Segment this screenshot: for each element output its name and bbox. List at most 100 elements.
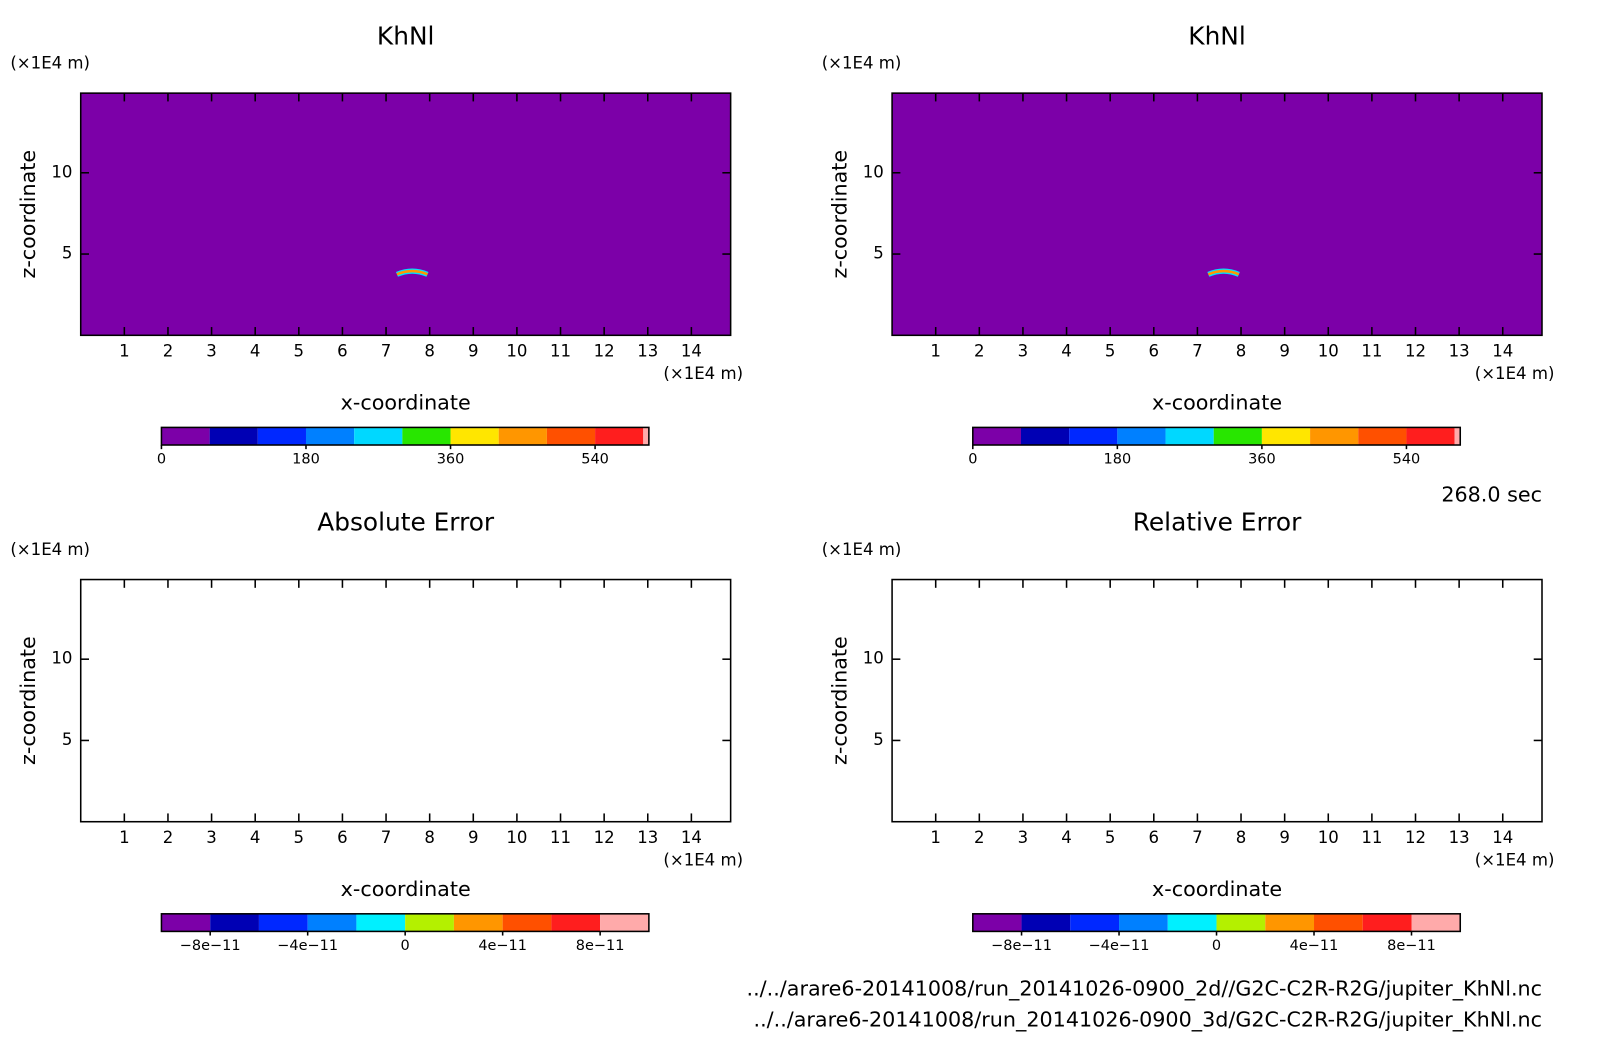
x-unit: (×1E4 m) [663,364,743,383]
colorbar-tick-label: −8e−11 [991,938,1052,954]
x-tick-label: 12 [594,828,615,847]
colorbar-segment [1020,427,1070,446]
colorbar-tick-label: −4e−11 [1089,938,1150,954]
x-tick-label: 5 [294,341,305,360]
x-tick-label: 3 [1018,341,1029,360]
y-axis-label: z-coordinate [827,636,851,765]
y-unit: (×1E4 m) [10,540,90,559]
colorbar-tick-label: 180 [292,451,320,467]
panel-title: Absolute Error [317,508,495,537]
x-tick-label: 1 [119,828,130,847]
colorbar-segment [1069,427,1118,446]
x-tick-label: 11 [1361,828,1382,847]
colorbar-tick-label: 4e−11 [1290,938,1339,954]
colorbar-segment [1411,913,1461,932]
x-tick-label: 4 [250,341,261,360]
panel-title: KhNl [1188,21,1246,50]
x-tick-label: 7 [381,341,392,360]
x-tick-label: 8 [1236,828,1247,847]
x-tick-label: 4 [1061,341,1072,360]
x-tick-label: 10 [1318,828,1339,847]
x-tick-label: 14 [681,828,702,847]
colorbar-segment [354,427,403,446]
colorbar-segment [551,913,601,932]
x-tick-label: 1 [930,341,941,360]
y-unit: (×1E4 m) [822,54,902,73]
canvas: 268.0 sec ../../arare6-20141008/run_2014… [10,21,1554,1032]
x-tick-label: 13 [637,341,658,360]
x-tick-label: 7 [1192,828,1203,847]
x-tick-label: 9 [1279,341,1290,360]
x-tick-label: 13 [1449,828,1470,847]
field [892,93,1543,336]
panel: KhNl(×1E4 m)1 2 3 4 5 6 7 8 9 10 11 12 13 14510z-coor… [822,21,1555,467]
x-tick-label: 6 [337,828,348,847]
colorbar-segment [1070,913,1120,932]
colorbar-segment [546,427,596,446]
x-tick-label: 11 [550,828,571,847]
x-tick-label: 13 [1449,341,1470,360]
y-tick-label: 5 [873,730,884,749]
x-tick-label: 12 [1405,341,1426,360]
x-tick-label: 6 [337,341,348,360]
x-tick-label: 11 [1361,341,1382,360]
x-tick-label: 2 [163,828,174,847]
x-tick-label: 5 [294,828,305,847]
x-tick-label: 2 [163,341,174,360]
colorbar-segment [1261,427,1311,446]
colorbar-tick-label: 0 [157,451,166,467]
y-unit: (×1E4 m) [10,54,90,73]
colorbar-segment [600,913,649,932]
colorbar-tick-label: 540 [581,451,609,467]
y-unit: (×1E4 m) [822,540,902,559]
x-unit: (×1E4 m) [1475,364,1555,383]
y-tick-label: 10 [51,162,72,181]
colorbar-tick-label: 180 [1104,451,1132,467]
file-path: ../../arare6-20141008/run_20141026-0900_… [754,1007,1543,1032]
x-tick-label: 5 [1105,828,1116,847]
y-tick-label: 5 [62,244,73,263]
colorbar-tick-label: 540 [1393,451,1421,467]
colorbar-segment [1310,427,1359,446]
colorbar-segment [1117,427,1166,446]
x-tick-label: 8 [424,828,435,847]
colorbar-segment [1167,913,1217,932]
x-tick-label: 5 [1105,341,1116,360]
colorbar-tick-label: −4e−11 [277,938,338,954]
x-tick-label: 2 [974,341,985,360]
x-tick-label: 14 [681,341,702,360]
colorbar-tick-label: 0 [1212,938,1221,954]
panel-title: KhNl [377,21,435,50]
colorbar-segment [258,913,308,932]
colorbar-segment [1021,913,1071,932]
colorbar-segment [405,913,454,932]
colorbar-tick-label: 360 [437,451,465,467]
colorbar-frame [160,426,650,446]
y-tick-label: 10 [863,649,884,668]
x-tick-label: 6 [1149,341,1160,360]
colorbar-segment [1265,913,1315,932]
x-tick-label: 4 [1061,828,1072,847]
x-tick-label: 12 [594,341,615,360]
x-tick-label: 14 [1492,341,1513,360]
x-tick-label: 9 [468,828,479,847]
colorbar-segment [161,427,210,446]
time-label: 268.0 sec [1441,483,1542,507]
colorbar-segment [502,913,552,932]
colorbar-segment [1213,427,1262,446]
plot-frame [891,578,1543,823]
colorbar-segment [453,913,503,932]
x-tick-label: 7 [381,828,392,847]
y-tick-label: 10 [51,649,72,668]
y-tick-label: 5 [62,730,73,749]
colorbar-segment [450,427,499,446]
x-tick-label: 2 [974,828,985,847]
colorbar-segment [209,427,258,446]
plot-frame [79,92,732,337]
colorbar-segment [1165,427,1214,446]
colorbar-segment [1358,427,1407,446]
colorbar-segment [1314,913,1363,932]
x-tick-label: 10 [506,341,527,360]
x-tick-label: 1 [119,341,130,360]
